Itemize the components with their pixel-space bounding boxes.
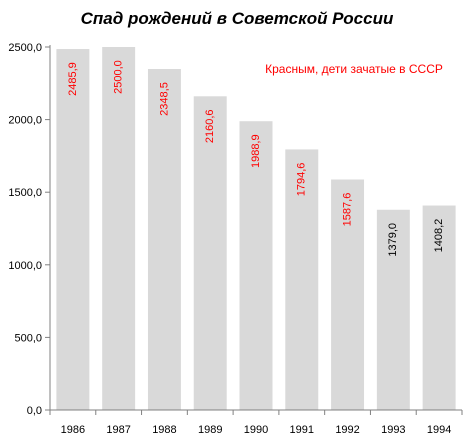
bar-1993 xyxy=(376,209,410,410)
bars-group xyxy=(56,47,456,411)
x-tick-label-1987: 1987 xyxy=(106,424,130,436)
data-label-1988: 2348,5 xyxy=(158,82,170,116)
x-tick-label-1992: 1992 xyxy=(335,424,359,436)
data-labels-group: 2485,9 2500,0 2348,5 2160,6 1988,9 1794,6 1587… xyxy=(67,60,445,256)
y-tick-label-2000: 2000,0 xyxy=(8,115,42,127)
y-tick-label-500: 500,0 xyxy=(14,332,42,344)
bar-1988 xyxy=(147,69,181,410)
y-tick-label-1000: 1000,0 xyxy=(8,260,42,272)
bar-1987 xyxy=(102,47,136,410)
axes-group: 1986 1987 1988 1989 1990 1991 1992 1993 1994 0,0 5… xyxy=(8,42,463,436)
bar-1990 xyxy=(239,121,273,411)
bar-1991 xyxy=(285,149,319,411)
bar-1992 xyxy=(331,179,365,410)
chart-title: Спад рождений в Советской России xyxy=(81,9,394,28)
chart-annotation: Красным, дети зачатые в СССР xyxy=(265,62,443,76)
x-tick-label-1990: 1990 xyxy=(244,424,268,436)
data-label-1991: 1794,6 xyxy=(296,163,308,197)
y-tick-label-0: 0,0 xyxy=(27,405,42,417)
x-tick-label-1986: 1986 xyxy=(61,424,85,436)
bar-1986 xyxy=(56,49,90,411)
bar-1994 xyxy=(422,205,456,410)
x-tick-label-1994: 1994 xyxy=(427,424,451,436)
x-tick-label-1991: 1991 xyxy=(290,424,314,436)
x-tick-label-1993: 1993 xyxy=(381,424,405,436)
bar-1989 xyxy=(193,96,227,410)
data-label-1993: 1379,0 xyxy=(387,223,399,257)
data-label-1994: 1408,2 xyxy=(433,219,445,253)
data-label-1989: 2160,6 xyxy=(204,109,216,143)
x-tick-label-1989: 1989 xyxy=(198,424,222,436)
data-label-1987: 2500,0 xyxy=(113,60,125,94)
y-tick-label-1500: 1500,0 xyxy=(8,187,42,199)
data-label-1986: 2485,9 xyxy=(67,62,79,96)
y-tick-label-2500: 2500,0 xyxy=(8,42,42,54)
x-tick-label-1988: 1988 xyxy=(152,424,176,436)
data-label-1990: 1988,9 xyxy=(250,134,262,168)
data-label-1992: 1587,6 xyxy=(341,193,353,227)
